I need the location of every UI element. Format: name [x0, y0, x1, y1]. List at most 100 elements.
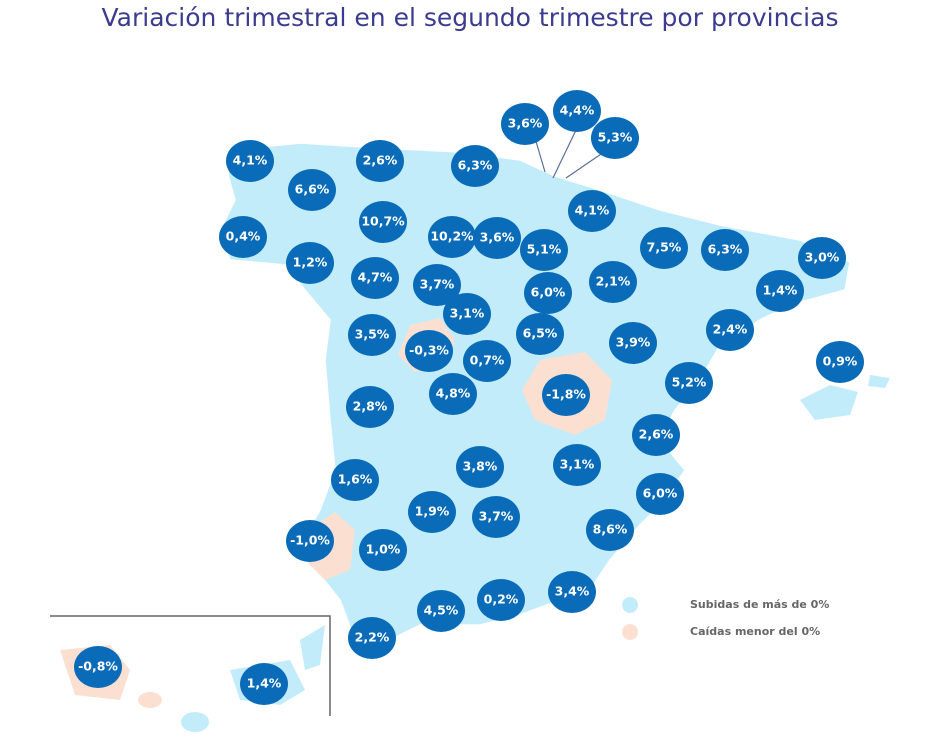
bubble-label: 10,2%: [430, 229, 474, 244]
legend-label: Caídas menor del 0%: [690, 625, 820, 638]
bubble-label: 5,3%: [598, 130, 633, 145]
bubble: [520, 229, 568, 271]
bubble: [346, 386, 394, 428]
bubble: [477, 579, 525, 621]
title: Variación trimestral en el segundo trime…: [102, 3, 839, 32]
bubble: [219, 216, 267, 258]
bubble: [816, 341, 864, 383]
legend-swatch: [622, 624, 638, 640]
bubble-label: 3,6%: [480, 230, 515, 245]
bubble: [472, 496, 520, 538]
bubble-label: 6,5%: [523, 326, 558, 341]
bubble-label: 3,9%: [616, 335, 651, 350]
bubble: [665, 362, 713, 404]
bubble-label: 6,0%: [643, 486, 678, 501]
bubble-label: 0,9%: [823, 354, 858, 369]
bubble: [456, 446, 504, 488]
bubble: [516, 313, 564, 355]
bubble-label: 10,7%: [361, 214, 405, 229]
bubble-label: 4,1%: [233, 153, 268, 168]
bubble-label: 4,7%: [358, 270, 393, 285]
bubble-label: 5,1%: [527, 242, 562, 257]
bubble-label: 6,0%: [531, 285, 566, 300]
bubble-label: 0,2%: [484, 592, 519, 607]
bubble-label: 1,9%: [415, 504, 450, 519]
bubble: [553, 90, 601, 132]
bubble: [288, 169, 336, 211]
bubble: [463, 340, 511, 382]
bubble-label: 6,3%: [708, 242, 743, 257]
bubble-label: 5,2%: [672, 375, 707, 390]
bubble-label: 2,2%: [355, 630, 390, 645]
bubble-label: 3,4%: [555, 584, 590, 599]
bubble-label: 3,8%: [463, 459, 498, 474]
bubble: [706, 309, 754, 351]
bubble-label: -0,3%: [409, 343, 449, 358]
bubble: [473, 217, 521, 259]
bubble-label: 1,4%: [247, 676, 282, 691]
bubble: [589, 261, 637, 303]
bubble: [591, 117, 639, 159]
bubble: [798, 237, 846, 279]
bubble-label: 8,6%: [593, 522, 628, 537]
bubble: [640, 227, 688, 269]
bubble-label: -1,8%: [546, 387, 586, 402]
bubble: [568, 190, 616, 232]
bubble: [286, 520, 334, 562]
bubble-label: 0,4%: [226, 229, 261, 244]
bubble-label: 4,5%: [424, 603, 459, 618]
bubble-label: 3,7%: [479, 509, 514, 524]
bubble-label: 2,6%: [363, 153, 398, 168]
bubble: [701, 229, 749, 271]
bubble: [351, 257, 399, 299]
bubble-label: 3,7%: [420, 277, 455, 292]
bubble: [405, 330, 453, 372]
legend-label: Subidas de más de 0%: [690, 598, 829, 611]
bubble: [359, 529, 407, 571]
bubble-label: 4,1%: [575, 203, 610, 218]
bubble: [331, 459, 379, 501]
bubble-label: 3,1%: [450, 306, 485, 321]
bubble: [451, 145, 499, 187]
bubble-label: 1,0%: [366, 542, 401, 557]
bubble: [443, 293, 491, 335]
bubble: [356, 140, 404, 182]
bubble-label: 1,4%: [763, 283, 798, 298]
bubble: [417, 590, 465, 632]
bubble-label: 1,6%: [338, 472, 373, 487]
bubble: [756, 270, 804, 312]
bubble: [548, 571, 596, 613]
legend-swatch: [622, 597, 638, 613]
bubble-label: -0,8%: [78, 659, 118, 674]
bubble-label: 2,8%: [353, 399, 388, 414]
bubble-label: -1,0%: [290, 533, 330, 548]
bubble-label: 3,6%: [508, 116, 543, 131]
bubble: [240, 663, 288, 705]
bubble: [286, 242, 334, 284]
bubble-label: 7,5%: [647, 240, 682, 255]
bubble: [74, 646, 122, 688]
legend: Subidas de más de 0% Caídas menor del 0%: [622, 597, 829, 640]
bubble: [609, 322, 657, 364]
bubble-label: 4,4%: [560, 103, 595, 118]
bubble: [226, 140, 274, 182]
bubble: [359, 201, 407, 243]
bubble-label: 2,4%: [713, 322, 748, 337]
bubble: [408, 491, 456, 533]
bubble-label: 4,8%: [436, 386, 471, 401]
bubble: [636, 473, 684, 515]
bubble-label: 0,7%: [470, 353, 505, 368]
bubble: [632, 414, 680, 456]
bubble-label: 2,6%: [639, 427, 674, 442]
bubble: [586, 509, 634, 551]
bubble: [413, 264, 461, 306]
bubble: [542, 374, 590, 416]
bubble-label: 6,6%: [295, 182, 330, 197]
bubble: [428, 216, 476, 258]
bubble: [348, 617, 396, 659]
bubble-label: 1,2%: [293, 255, 328, 270]
bubble-label: 3,0%: [805, 250, 840, 265]
map-shapes: [50, 127, 890, 732]
bubble-label: 2,1%: [596, 274, 631, 289]
